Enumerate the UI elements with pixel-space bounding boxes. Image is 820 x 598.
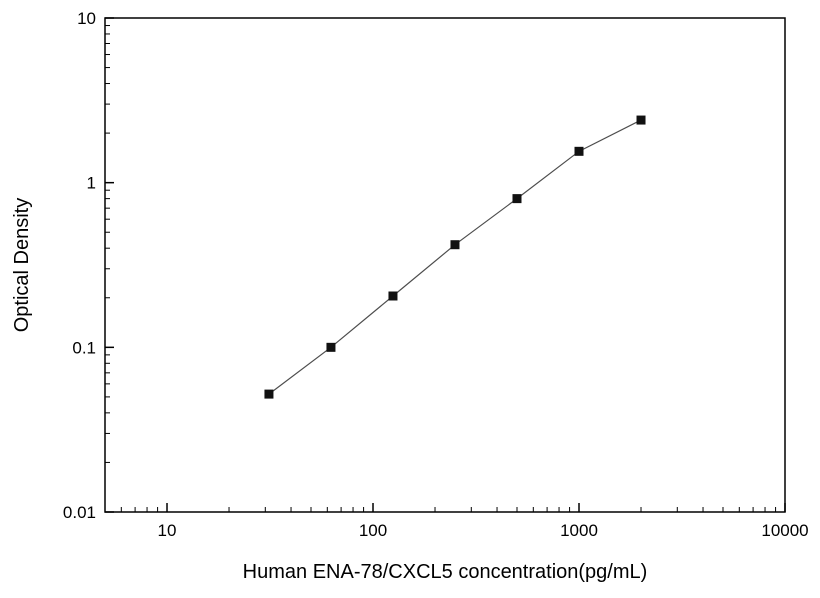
plot-area: 10 100 1000 10000 0.01 0.1 1 10 bbox=[63, 9, 809, 540]
x-tick-label: 100 bbox=[359, 521, 387, 540]
x-axis-label: Human ENA-78/CXCL5 concentration(pg/mL) bbox=[243, 561, 648, 583]
data-point-marker bbox=[574, 146, 584, 156]
y-tick-label: 1 bbox=[87, 174, 96, 193]
x-tick-label: 1000 bbox=[560, 521, 598, 540]
x-tick-label: 10000 bbox=[761, 521, 808, 540]
data-point-marker bbox=[264, 389, 274, 399]
y-tick-label: 10 bbox=[77, 9, 96, 28]
y-axis-label: Optical Density bbox=[11, 198, 33, 333]
data-point-marker bbox=[388, 291, 398, 301]
data-point-marker bbox=[326, 342, 336, 352]
data-point-marker bbox=[512, 194, 522, 204]
y-tick-label: 0.01 bbox=[63, 503, 96, 522]
x-tick-label: 10 bbox=[158, 521, 177, 540]
data-point-marker bbox=[636, 115, 646, 125]
series-line bbox=[268, 119, 642, 395]
data-point-marker bbox=[450, 240, 460, 250]
y-tick-label: 0.1 bbox=[72, 338, 96, 357]
plot-frame bbox=[104, 17, 786, 513]
